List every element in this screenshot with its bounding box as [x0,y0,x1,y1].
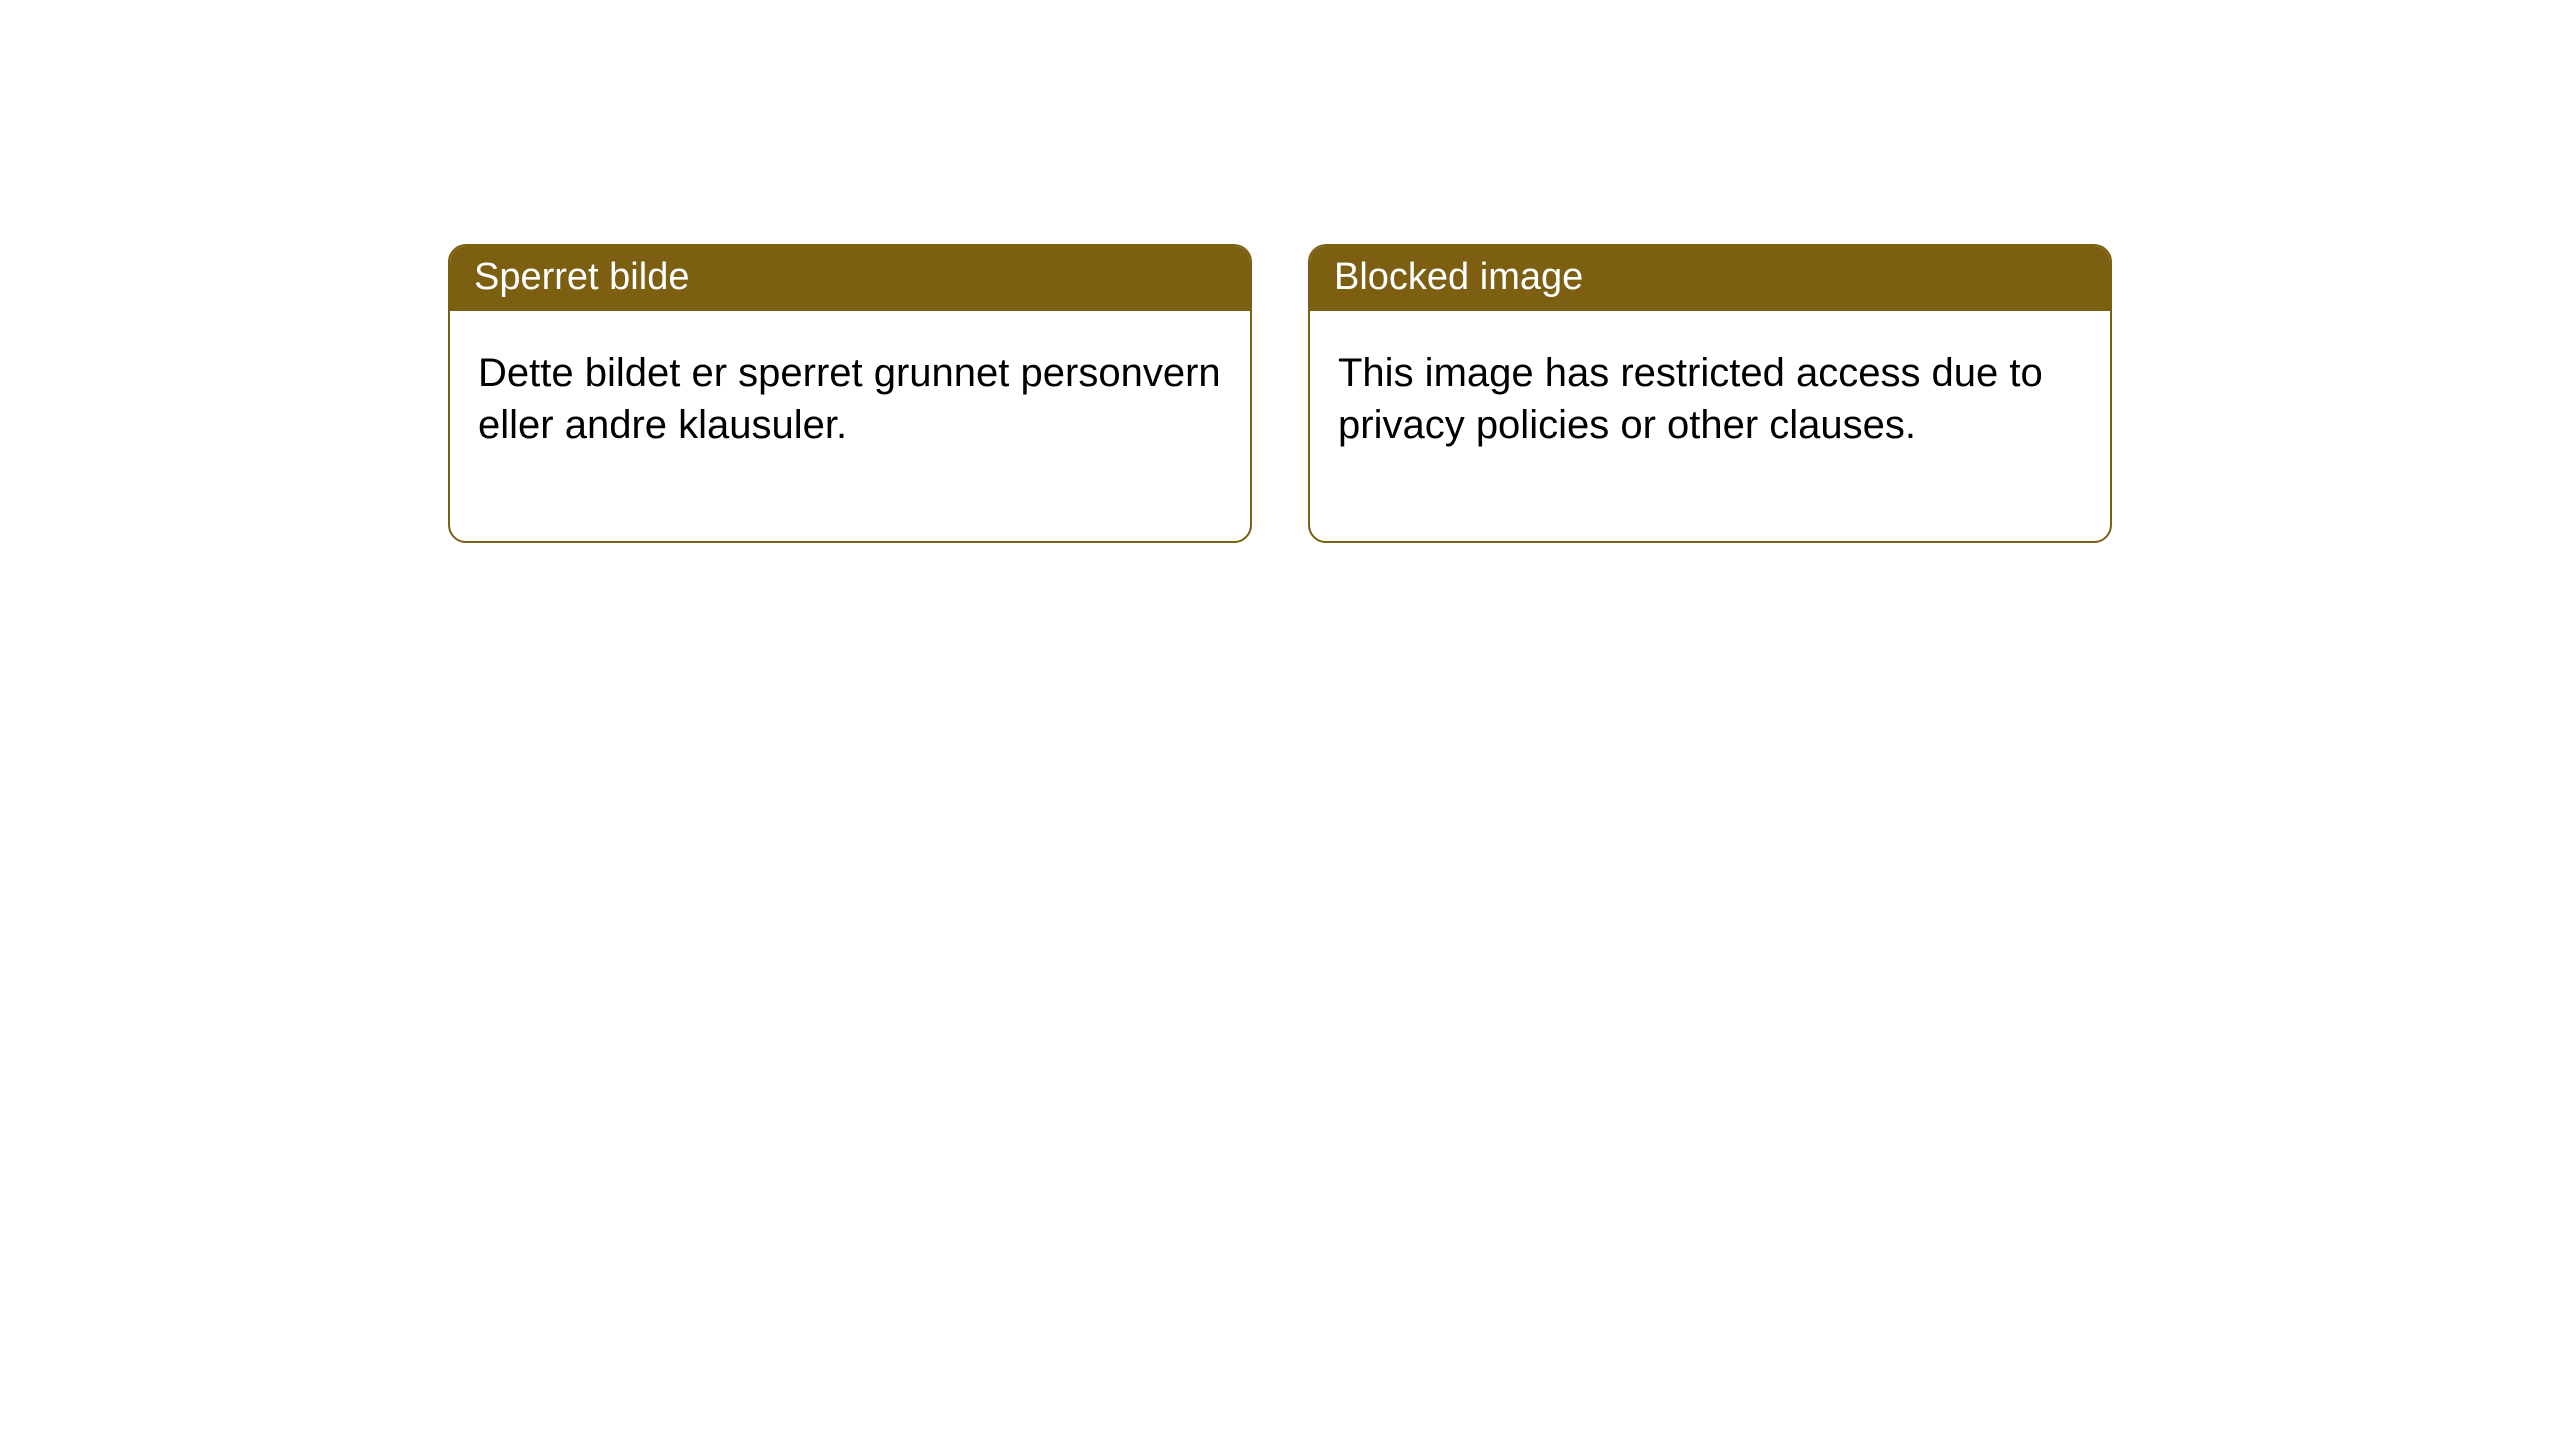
notice-card-title: Blocked image [1334,256,1583,298]
notice-cards-container: Sperret bilde Dette bildet er sperret gr… [448,244,2112,543]
notice-card-body: This image has restricted access due to … [1310,311,2110,541]
notice-card-body: Dette bildet er sperret grunnet personve… [450,311,1250,541]
notice-card-text: This image has restricted access due to … [1338,351,2043,447]
notice-card-text: Dette bildet er sperret grunnet personve… [478,351,1221,447]
notice-card-norwegian: Sperret bilde Dette bildet er sperret gr… [448,244,1252,543]
notice-card-header: Blocked image [1310,246,2110,311]
notice-card-english: Blocked image This image has restricted … [1308,244,2112,543]
notice-card-title: Sperret bilde [474,256,689,298]
notice-card-header: Sperret bilde [450,246,1250,311]
